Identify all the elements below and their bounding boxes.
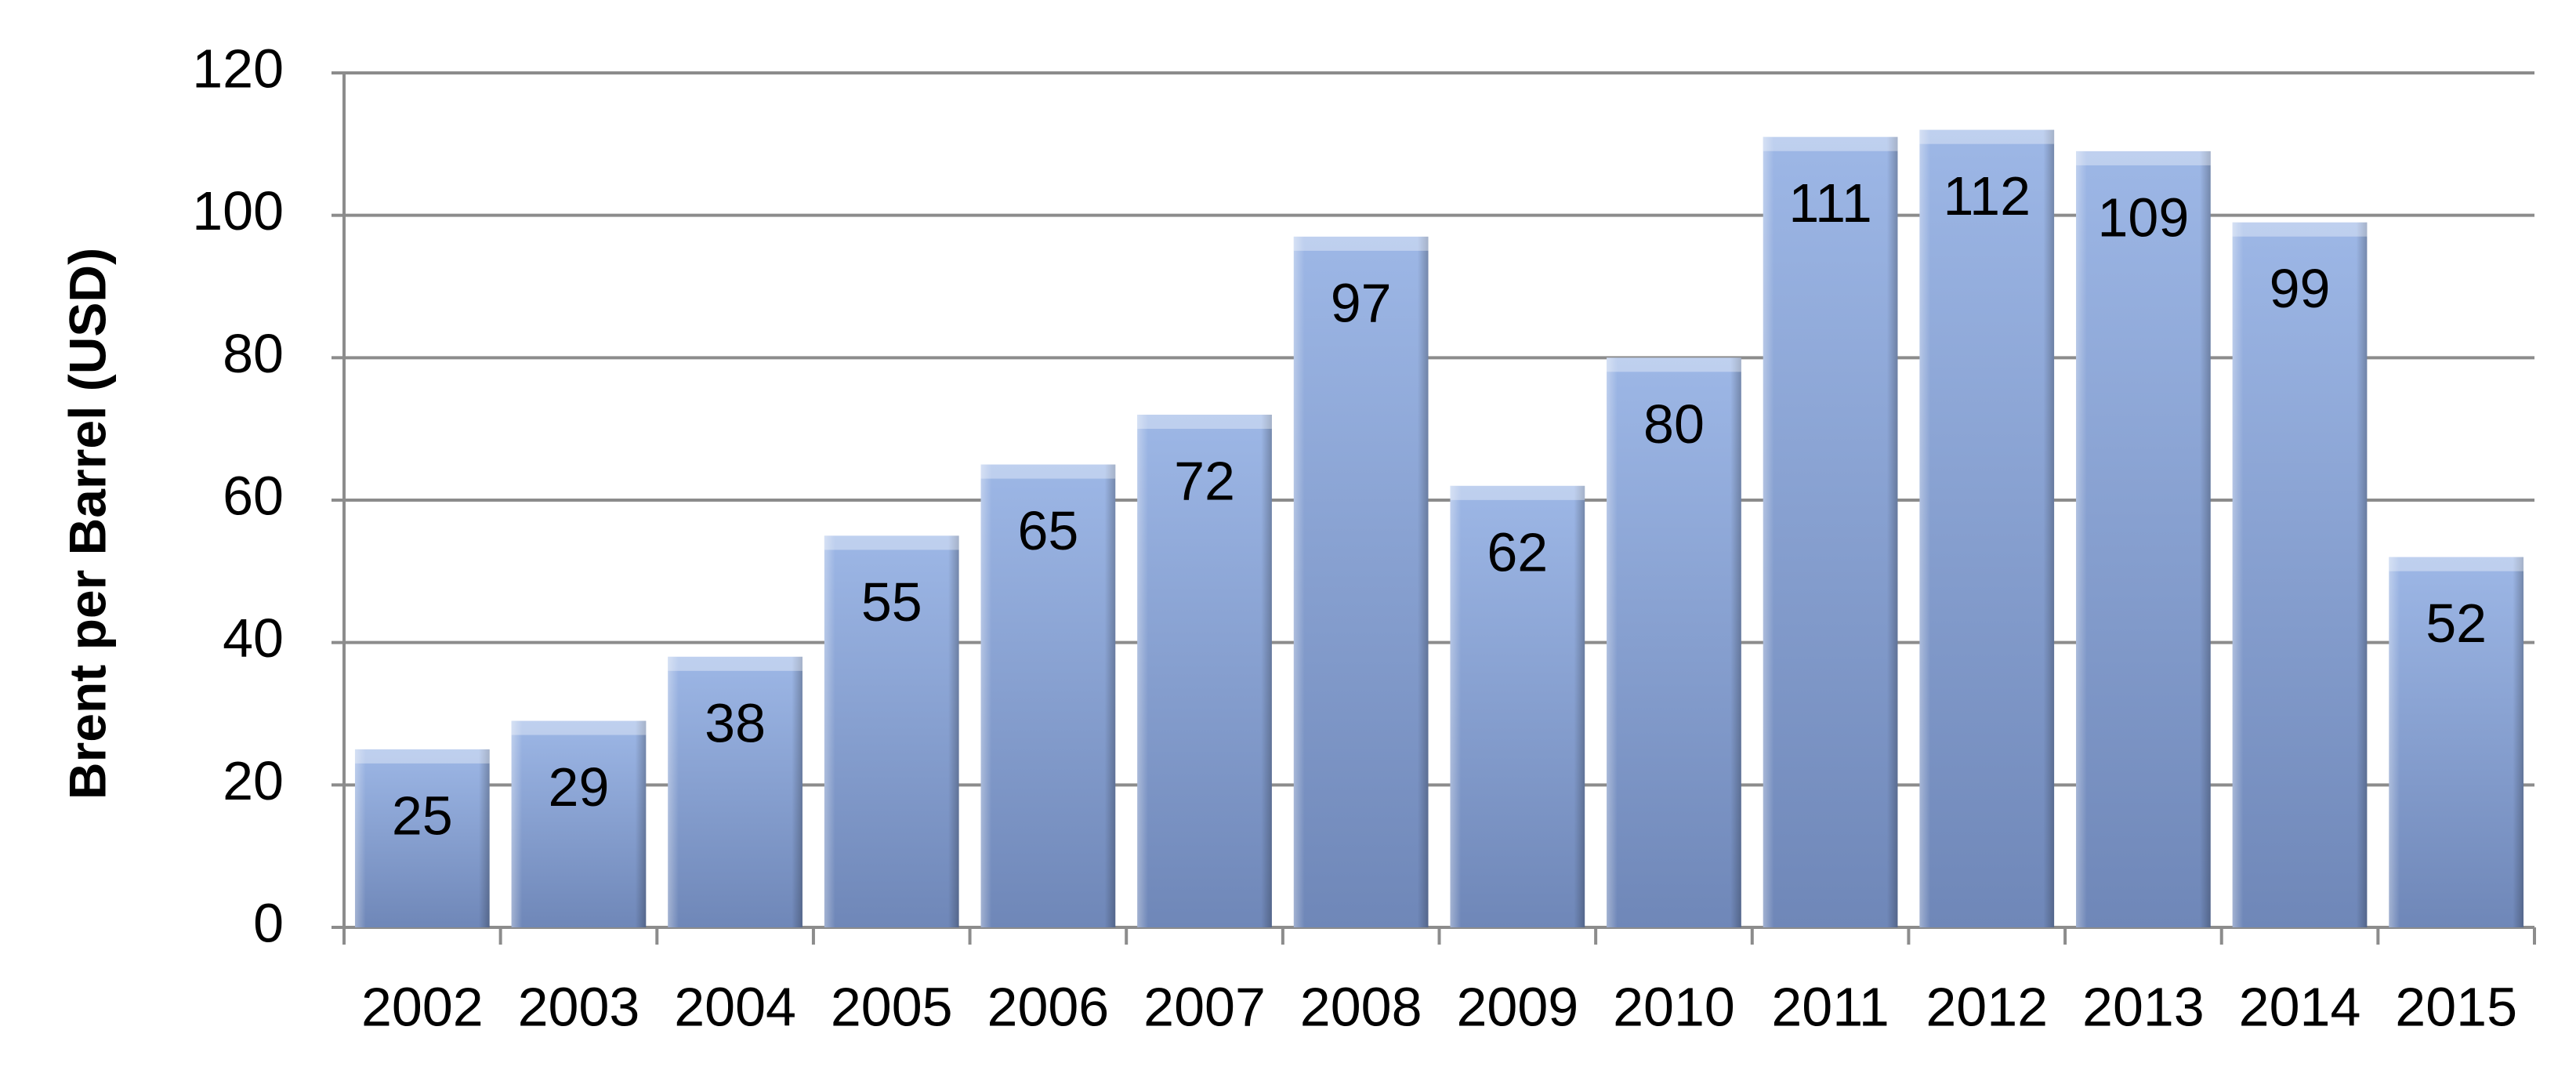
- bar-bevel: [980, 464, 1116, 927]
- bar-bevel: [668, 656, 803, 927]
- bar-top-bevel: [668, 656, 803, 671]
- x-tick-label: 2015: [2395, 976, 2517, 1037]
- x-tick-label: 2002: [361, 976, 484, 1037]
- x-tick-label: 2003: [518, 976, 640, 1037]
- bar-top-bevel: [1293, 236, 1429, 251]
- bar-top-bevel: [2076, 151, 2211, 165]
- x-tick-label: 2010: [1613, 976, 1735, 1037]
- data-label: 112: [1943, 165, 2031, 227]
- bar-bevel: [1919, 129, 2055, 927]
- bar-bevel: [1763, 136, 1898, 927]
- y-axis-label: Brent per Barrel (USD): [58, 248, 116, 800]
- x-tick-label: 2013: [2082, 976, 2205, 1037]
- bar-top-bevel: [2389, 557, 2524, 571]
- bar-top-bevel: [980, 464, 1116, 479]
- data-label: 97: [1331, 272, 1392, 333]
- bar-bevel: [2389, 557, 2524, 927]
- y-tick-label: 60: [223, 465, 284, 526]
- bar-top-bevel: [1607, 357, 1741, 372]
- bar-bevel: [354, 749, 490, 927]
- x-tick-label: 2011: [1771, 976, 1889, 1037]
- data-label: 25: [392, 785, 453, 846]
- x-tick-label: 2009: [1456, 976, 1578, 1037]
- bar-top-bevel: [824, 535, 959, 550]
- data-label: 111: [1788, 172, 1871, 234]
- y-tick-label: 20: [223, 750, 284, 811]
- bar-top-bevel: [1919, 129, 2055, 144]
- data-label: 38: [705, 692, 766, 753]
- bar-top-bevel: [354, 749, 490, 764]
- bar-top-bevel: [1137, 415, 1272, 429]
- data-label: 72: [1174, 450, 1235, 511]
- x-tick-label: 2005: [831, 976, 953, 1037]
- x-tick-label: 2012: [1926, 976, 2048, 1037]
- x-tick-label: 2008: [1300, 976, 1422, 1037]
- bar-bevel: [1137, 415, 1272, 927]
- data-label: 55: [861, 571, 922, 633]
- x-tick-label: 2014: [2239, 976, 2361, 1037]
- y-tick-label: 80: [223, 323, 284, 384]
- bar-top-bevel: [1763, 136, 1898, 151]
- bar-bevel: [1607, 357, 1741, 927]
- data-label: 62: [1487, 521, 1548, 582]
- x-tick-label: 2004: [674, 976, 796, 1037]
- y-tick-label: 40: [223, 608, 284, 669]
- y-tick-label: 0: [253, 892, 284, 953]
- data-label: 65: [1017, 500, 1078, 561]
- data-label: 80: [1643, 394, 1705, 455]
- bar-bevel: [511, 720, 647, 927]
- bar-top-bevel: [511, 720, 647, 735]
- data-label: 52: [2426, 593, 2487, 654]
- bar-top-bevel: [2232, 222, 2368, 237]
- bar-bevel: [824, 535, 959, 927]
- x-tick-label: 2007: [1143, 976, 1266, 1037]
- bar-bevel: [1293, 236, 1429, 928]
- data-label: 99: [2270, 258, 2331, 319]
- data-label: 109: [2097, 187, 2189, 248]
- bar-bevel: [2232, 222, 2368, 927]
- bar-bevel: [1450, 485, 1585, 927]
- bar-top-bevel: [1450, 485, 1585, 500]
- y-tick-label: 120: [192, 38, 284, 99]
- data-label: 29: [549, 756, 610, 818]
- bar-bevel: [2076, 151, 2211, 927]
- x-tick-label: 2006: [987, 976, 1110, 1037]
- y-tick-label: 100: [192, 180, 284, 241]
